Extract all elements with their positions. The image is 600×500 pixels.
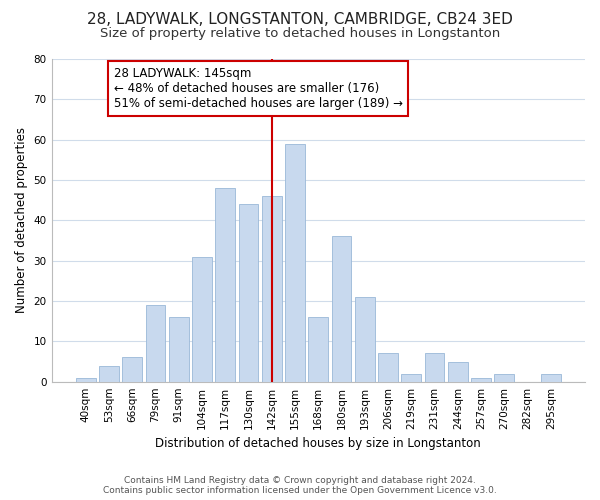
Bar [448, 362, 468, 382]
Bar [494, 374, 514, 382]
Text: 28 LADYWALK: 145sqm
← 48% of detached houses are smaller (176)
51% of semi-detac: 28 LADYWALK: 145sqm ← 48% of detached ho… [113, 67, 403, 110]
Bar [122, 358, 142, 382]
Text: Contains HM Land Registry data © Crown copyright and database right 2024.
Contai: Contains HM Land Registry data © Crown c… [103, 476, 497, 495]
Bar [285, 144, 305, 382]
Bar [425, 354, 445, 382]
X-axis label: Distribution of detached houses by size in Longstanton: Distribution of detached houses by size … [155, 437, 481, 450]
Bar [378, 354, 398, 382]
Bar [401, 374, 421, 382]
Text: 28, LADYWALK, LONGSTANTON, CAMBRIDGE, CB24 3ED: 28, LADYWALK, LONGSTANTON, CAMBRIDGE, CB… [87, 12, 513, 28]
Bar [355, 297, 374, 382]
Text: Size of property relative to detached houses in Longstanton: Size of property relative to detached ho… [100, 28, 500, 40]
Bar [308, 317, 328, 382]
Bar [471, 378, 491, 382]
Y-axis label: Number of detached properties: Number of detached properties [15, 128, 28, 314]
Bar [99, 366, 119, 382]
Bar [146, 305, 166, 382]
Bar [541, 374, 561, 382]
Bar [332, 236, 352, 382]
Bar [192, 256, 212, 382]
Bar [262, 196, 281, 382]
Bar [76, 378, 95, 382]
Bar [215, 188, 235, 382]
Bar [169, 317, 188, 382]
Bar [239, 204, 259, 382]
